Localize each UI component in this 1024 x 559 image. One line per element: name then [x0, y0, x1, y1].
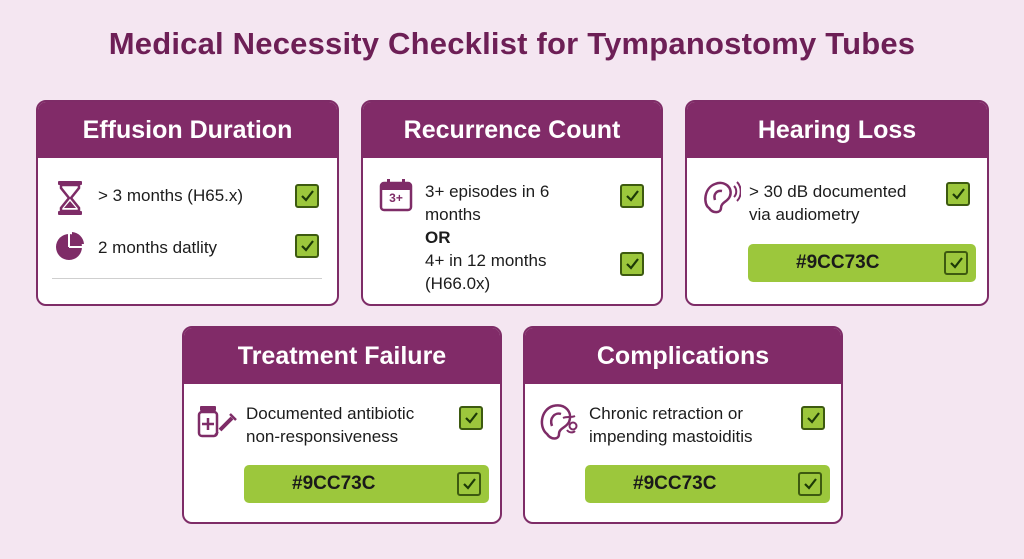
treatment-failure-card: Treatment Failure Documented antibiotic … [182, 326, 502, 524]
check-icon[interactable] [944, 251, 968, 275]
status-bar[interactable]: #9CC73C [585, 465, 830, 503]
effusion-item-text: > 3 months (H65.x) [98, 186, 244, 205]
check-icon[interactable] [295, 234, 319, 258]
recurrence-line: 4+ in 12 months [425, 251, 547, 270]
pie-chart-icon [56, 232, 84, 260]
check-icon[interactable] [620, 184, 644, 208]
check-icon[interactable] [946, 182, 970, 206]
ear-anatomy-icon [540, 404, 578, 440]
calendar-3plus-icon: 3+ [379, 178, 413, 212]
recurrence-line: (H66.0x) [425, 274, 491, 293]
hearing-line: via audiometry [749, 205, 860, 224]
check-icon[interactable] [295, 184, 319, 208]
treatment-line: Documented antibiotic [246, 404, 415, 423]
recurrence-count-card: Recurrence Count 3+ 3+ episodes in 6 mon… [361, 100, 663, 306]
status-bar-label: #9CC73C [796, 252, 880, 273]
status-bar[interactable]: #9CC73C [748, 244, 976, 282]
hearing-loss-card: Hearing Loss > 30 dB documented via audi… [685, 100, 989, 306]
status-bar-label: #9CC73C [633, 473, 717, 494]
treatment-line: non-responsiveness [246, 427, 399, 446]
medicine-syringe-icon [197, 406, 237, 438]
check-icon[interactable] [620, 252, 644, 276]
card-header: Treatment Failure [184, 328, 500, 384]
card-header: Complications [525, 328, 841, 384]
effusion-item-text: 2 months datlity [98, 238, 218, 257]
status-bar-label: #9CC73C [292, 473, 376, 494]
card-header: Recurrence Count [363, 102, 661, 158]
complications-line: Chronic retraction or [589, 404, 744, 423]
check-icon[interactable] [457, 472, 481, 496]
ear-sound-icon [704, 181, 741, 214]
complications-card: Complications Chronic retraction or impe… [523, 326, 843, 524]
complications-line: impending mastoiditis [589, 427, 753, 446]
check-icon[interactable] [801, 406, 825, 430]
hearing-line: > 30 dB documented [749, 182, 907, 201]
effusion-duration-card: Effusion Duration > 3 months (H65.x) 2 m… [36, 100, 339, 306]
card-header: Effusion Duration [38, 102, 337, 158]
page-title: Medical Necessity Checklist for Tympanos… [108, 26, 916, 61]
check-icon[interactable] [798, 472, 822, 496]
status-bar[interactable]: #9CC73C [244, 465, 489, 503]
recurrence-line: months [425, 205, 481, 224]
check-icon[interactable] [459, 406, 483, 430]
divider [52, 278, 322, 279]
hourglass-icon [58, 181, 82, 215]
or-label: OR [425, 228, 451, 247]
card-header: Hearing Loss [687, 102, 987, 158]
calendar-label: 3+ [389, 191, 403, 205]
recurrence-line: 3+ episodes in 6 [425, 182, 550, 201]
